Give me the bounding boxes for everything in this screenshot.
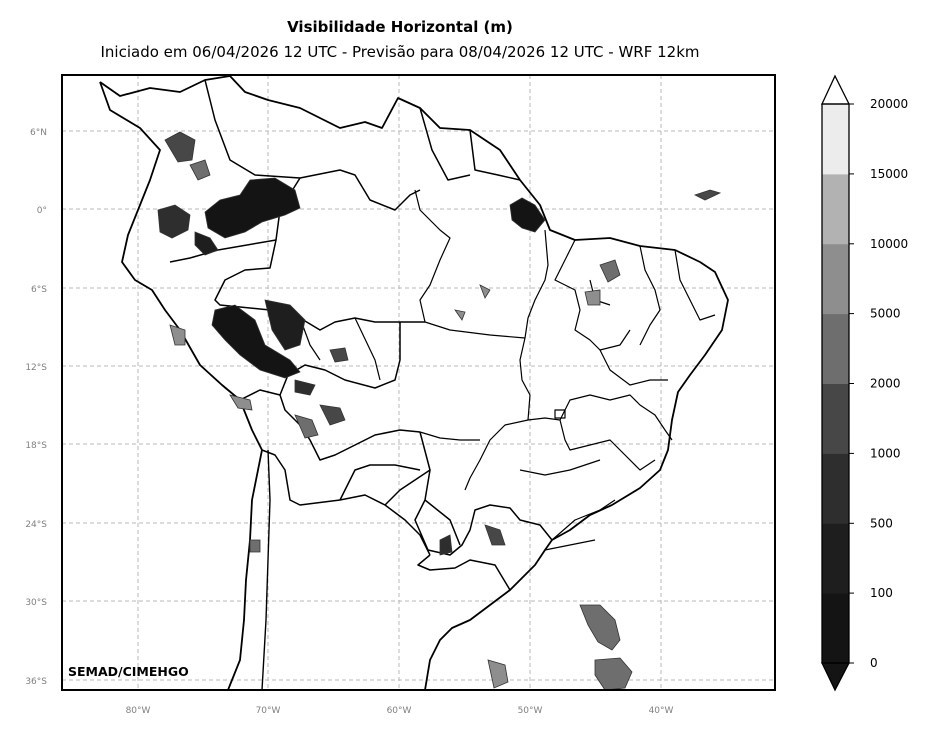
lat-tick: 18°S	[25, 441, 47, 451]
lat-tick: 24°S	[25, 520, 47, 530]
visibility-patches	[157, 131, 722, 690]
watermark-label: SEMAD/CIMEHGO	[68, 664, 189, 679]
grid-lines	[62, 75, 775, 690]
lat-tick: 6°S	[31, 285, 47, 295]
colorbar-extend-top	[820, 74, 851, 105]
lat-tick: 36°S	[25, 677, 47, 687]
lon-tick: 40°W	[649, 706, 674, 716]
lat-tick: 0°	[37, 206, 47, 216]
lat-tick-labels: 6°N 0° 6°S 12°S 18°S 24°S 30°S 36°S	[25, 128, 47, 687]
colorbar-tick: 0	[870, 656, 878, 670]
colorbar-segment	[822, 173, 849, 245]
colorbar-tick: 20000	[870, 97, 908, 111]
lat-tick: 6°N	[30, 128, 47, 138]
colorbar-tick: 100	[870, 586, 893, 600]
lon-tick: 60°W	[387, 706, 412, 716]
west-coastline	[99, 81, 263, 690]
map-subtitle: Iniciado em 06/04/2026 12 UTC - Previsão…	[100, 43, 700, 61]
colorbar-tick: 2000	[870, 377, 901, 391]
lon-tick-labels: 80°W 70°W 60°W 50°W 40°W	[126, 706, 674, 716]
colorbar-tick: 5000	[870, 307, 901, 321]
colorbar-segment	[822, 243, 849, 315]
lat-tick: 30°S	[25, 598, 47, 608]
colorbar-segment	[822, 453, 849, 524]
colorbar-segment	[822, 523, 849, 594]
colorbar-segment	[822, 593, 849, 664]
lon-tick: 70°W	[256, 706, 281, 716]
colorbar-tick: 1000	[870, 446, 901, 460]
patagonia-inner	[261, 449, 271, 690]
colorbar: 0 100 500 1000 2000 5000 10000 15000 200…	[820, 74, 908, 692]
map-area	[62, 75, 775, 690]
colorbar-tick: 500	[870, 516, 893, 530]
lon-tick: 50°W	[518, 706, 543, 716]
map-frame	[61, 74, 776, 691]
colorbar-segment	[822, 104, 849, 175]
colorbar-segment	[822, 313, 849, 384]
state-borders	[299, 189, 716, 551]
colorbar-segment	[822, 383, 849, 454]
colorbar-tick: 10000	[870, 237, 908, 251]
colorbar-extend-bottom	[820, 662, 851, 692]
colorbar-tick: 15000	[870, 167, 908, 181]
lat-tick: 12°S	[25, 363, 47, 373]
map-title: Visibilidade Horizontal (m)	[287, 18, 513, 36]
south-america-coastline	[99, 75, 729, 690]
lon-tick: 80°W	[126, 706, 151, 716]
